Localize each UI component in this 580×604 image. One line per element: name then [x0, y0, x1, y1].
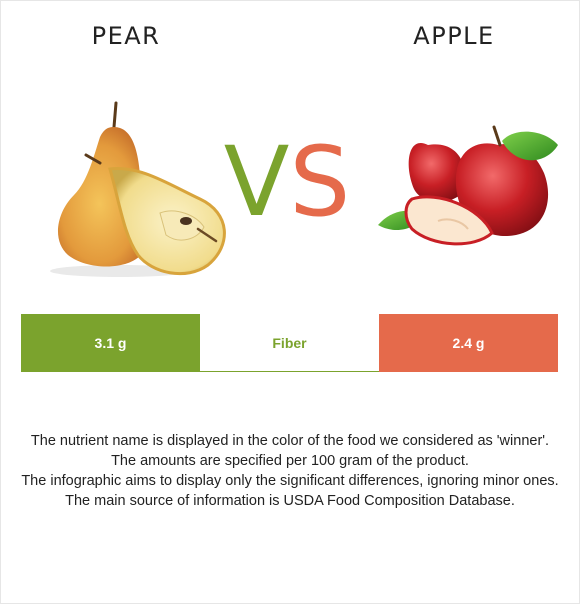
vs-letter-v: V [223, 126, 290, 238]
left-food-title: PEAR [91, 22, 161, 50]
vs-label: VS [222, 132, 352, 232]
note-line: The infographic aims to display only the… [21, 473, 559, 489]
right-value-bar: 2.4 g [379, 314, 558, 372]
pear-image [50, 101, 226, 277]
note-line: The nutrient name is displayed in the co… [30, 433, 550, 449]
vs-letter-s: S [289, 126, 351, 238]
right-food-title: APPLE [413, 22, 495, 50]
nutrient-name-cell: Fiber [200, 314, 379, 372]
apple-image [378, 125, 558, 246]
note-line: The main source of information is USDA F… [65, 493, 515, 509]
note-line: The amounts are specified per 100 gram o… [111, 453, 469, 469]
left-value-bar: 3.1 g [21, 314, 200, 372]
explanation-notes: The nutrient name is displayed in the co… [20, 431, 560, 511]
